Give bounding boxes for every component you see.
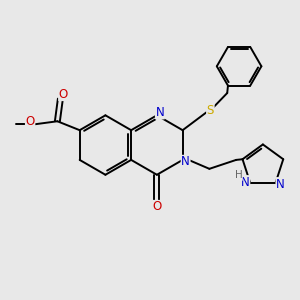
Text: N: N — [276, 178, 285, 191]
Text: N: N — [181, 155, 190, 168]
Text: O: O — [59, 88, 68, 100]
Text: N: N — [241, 176, 250, 189]
Text: O: O — [26, 115, 35, 128]
Text: H: H — [235, 170, 242, 180]
Text: N: N — [155, 106, 164, 119]
Text: S: S — [207, 104, 214, 117]
Text: O: O — [152, 200, 161, 214]
